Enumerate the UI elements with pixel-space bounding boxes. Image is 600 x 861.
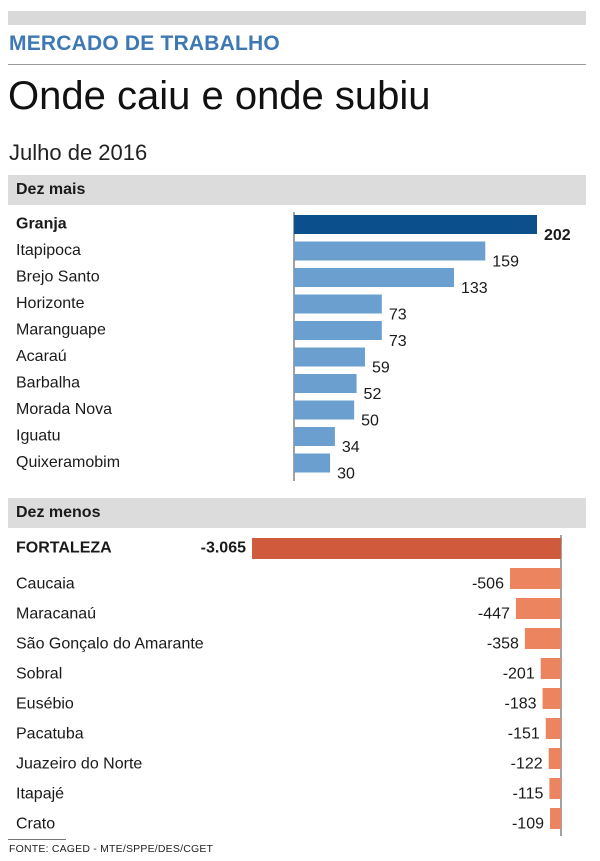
bar-sao-goncalo-do-amarante bbox=[524, 628, 561, 649]
bar-itapipoca bbox=[294, 241, 486, 261]
category-label: Caucaia bbox=[16, 576, 75, 593]
top-bar bbox=[8, 11, 586, 25]
category-label: São Gonçalo do Amarante bbox=[16, 636, 204, 653]
category-label: Acaraú bbox=[16, 348, 67, 365]
category-label: Itapajé bbox=[16, 786, 64, 803]
bar-sobral bbox=[540, 658, 561, 679]
value-label: 50 bbox=[361, 413, 379, 430]
bar-quixeramobim bbox=[294, 453, 331, 473]
bar-caucaia bbox=[509, 568, 561, 589]
bar-maracanau bbox=[515, 598, 561, 619]
value-label: -447 bbox=[478, 606, 510, 623]
category-label: Juazeiro do Norte bbox=[16, 756, 142, 773]
category-label: Horizonte bbox=[16, 295, 85, 312]
bar-acarau bbox=[294, 347, 365, 367]
value-label: -151 bbox=[508, 726, 540, 743]
bar-maranguape bbox=[294, 321, 382, 340]
value-label: 73 bbox=[389, 333, 407, 350]
category-label: Granja bbox=[16, 216, 67, 233]
value-label: -183 bbox=[505, 696, 537, 713]
value-label: 52 bbox=[364, 386, 382, 403]
section-title-top: Dez mais bbox=[16, 181, 86, 198]
bar-granja bbox=[294, 215, 537, 234]
category-label: Eusébio bbox=[16, 696, 74, 713]
value-label: -201 bbox=[503, 666, 535, 683]
bar-crato bbox=[550, 808, 561, 829]
bar-brejo-santo bbox=[294, 268, 454, 287]
value-label: 30 bbox=[337, 466, 355, 483]
value-label: -3.065 bbox=[201, 540, 246, 557]
category-label: Crato bbox=[16, 816, 55, 833]
section-title-bottom: Dez menos bbox=[16, 504, 101, 521]
source-note: FONTE: CAGED - MTE/SPPE/DES/CGET bbox=[9, 843, 214, 855]
category-label: Quixeramobim bbox=[16, 454, 120, 471]
value-label: 202 bbox=[544, 227, 571, 244]
value-label: 133 bbox=[461, 280, 488, 297]
bar-fortaleza bbox=[252, 538, 561, 559]
category-label: Itapipoca bbox=[16, 242, 81, 259]
category-label: Iguatu bbox=[16, 428, 60, 445]
bar-horizonte bbox=[294, 294, 382, 314]
section-header-top: Dez mais bbox=[8, 175, 586, 205]
category-label: Pacatuba bbox=[16, 726, 84, 743]
category-label: Sobral bbox=[16, 666, 62, 683]
section-header-bottom: Dez menos bbox=[8, 498, 586, 528]
bar-eusebio bbox=[542, 688, 561, 709]
subtitle: Julho de 2016 bbox=[9, 140, 148, 165]
value-label: 159 bbox=[492, 254, 519, 271]
category-label: Maranguape bbox=[16, 322, 106, 339]
bar-pacatuba bbox=[545, 718, 561, 739]
category-label: Barbalha bbox=[16, 375, 80, 392]
value-label: -358 bbox=[487, 636, 519, 653]
value-label: -109 bbox=[512, 816, 544, 833]
bar-iguatu bbox=[294, 427, 335, 446]
value-label: 59 bbox=[372, 360, 390, 377]
bar-juazeiro-do-norte bbox=[548, 748, 561, 769]
value-label: -115 bbox=[513, 786, 544, 803]
category-label: Maracanaú bbox=[16, 606, 96, 623]
headline: Onde caiu e onde subiu bbox=[8, 74, 431, 118]
bar-morada-nova bbox=[294, 400, 355, 420]
value-label: 34 bbox=[342, 439, 360, 456]
category-label: Morada Nova bbox=[16, 401, 112, 418]
kicker: MERCADO DE TRABALHO bbox=[9, 32, 280, 55]
bar-itapaje bbox=[549, 778, 561, 799]
bar-barbalha bbox=[294, 374, 357, 393]
kicker-divider bbox=[8, 64, 586, 65]
value-label: -506 bbox=[472, 576, 504, 593]
source-divider bbox=[8, 839, 66, 840]
value-label: 73 bbox=[389, 307, 407, 324]
category-label: Brejo Santo bbox=[16, 269, 100, 286]
value-label: -122 bbox=[511, 756, 543, 773]
category-label: FORTALEZA bbox=[16, 540, 112, 557]
